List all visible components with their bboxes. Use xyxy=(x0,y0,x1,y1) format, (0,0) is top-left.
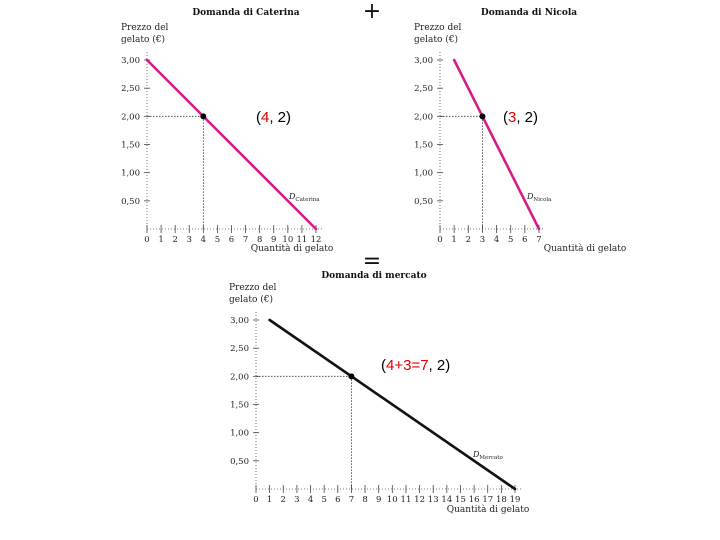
point-marker xyxy=(479,113,486,120)
x-tick-label: 2 xyxy=(172,235,177,245)
y-tick-label: 3,00 xyxy=(121,56,140,66)
y-axis-label: gelato (€) xyxy=(229,294,273,305)
y-axis-label: gelato (€) xyxy=(414,34,458,45)
chart-title: Domanda di Caterina xyxy=(192,8,299,18)
demand-curve-mercato xyxy=(268,318,517,491)
x-tick-label: 2 xyxy=(466,235,471,245)
x-tick-label: 16 xyxy=(469,495,480,505)
x-tick-label: 13 xyxy=(428,495,439,505)
x-tick-label: 1 xyxy=(267,495,272,505)
y-tick-label: 2,50 xyxy=(414,84,433,94)
point-annotation: (3, 2) xyxy=(503,109,538,126)
x-tick-label: 8 xyxy=(362,495,367,505)
x-tick-label: 10 xyxy=(282,235,293,245)
demand-curve-caterina xyxy=(145,58,318,231)
x-tick-label: 8 xyxy=(257,235,262,245)
y-tick-label: 2,50 xyxy=(230,344,249,354)
curve-label: DNicola xyxy=(526,192,552,203)
x-tick-label: 17 xyxy=(482,495,493,505)
y-tick-label: 2,00 xyxy=(121,112,140,122)
y-tick-label: 2,00 xyxy=(414,112,433,122)
x-tick-label: 11 xyxy=(297,235,308,245)
chart-title: Domanda di Nicola xyxy=(481,8,577,18)
y-axis-label: Prezzo del xyxy=(229,283,277,293)
chart-title: Domanda di mercato xyxy=(321,271,426,281)
x-tick-label: 10 xyxy=(387,495,398,505)
x-axis-label: Quantità di gelato xyxy=(544,243,627,254)
y-tick-label: 3,00 xyxy=(414,56,433,66)
x-tick-label: 3 xyxy=(294,495,299,505)
y-tick-label: 2,50 xyxy=(121,84,140,94)
x-tick-label: 14 xyxy=(441,495,452,505)
x-tick-label: 7 xyxy=(349,495,354,505)
equals-operator: = xyxy=(363,249,381,274)
x-tick-label: 9 xyxy=(271,235,276,245)
point-annotation: (4, 2) xyxy=(256,109,291,126)
x-tick-label: 19 xyxy=(510,495,521,505)
x-axis-label: Quantità di gelato xyxy=(447,504,530,515)
x-tick-label: 2 xyxy=(281,495,286,505)
point-annotation: (4+3=7, 2) xyxy=(381,357,450,374)
y-tick-label: 1,00 xyxy=(121,169,140,179)
y-tick-label: 0,50 xyxy=(121,197,140,207)
y-tick-label: 1,50 xyxy=(414,141,433,151)
y-tick-label: 1,00 xyxy=(230,429,249,439)
x-tick-label: 18 xyxy=(496,495,507,505)
y-tick-label: 2,00 xyxy=(230,372,249,382)
y-axis-label: gelato (€) xyxy=(121,34,165,45)
x-tick-label: 5 xyxy=(508,235,513,245)
point-marker xyxy=(200,113,207,120)
x-axis-label: Quantità di gelato xyxy=(251,243,334,254)
x-tick-label: 4 xyxy=(308,495,313,505)
x-tick-label: 6 xyxy=(335,495,340,505)
x-tick-label: 12 xyxy=(414,495,425,505)
x-tick-label: 3 xyxy=(480,235,485,245)
x-tick-label: 4 xyxy=(494,235,499,245)
x-tick-label: 5 xyxy=(321,495,326,505)
x-tick-label: 1 xyxy=(451,235,456,245)
y-tick-label: 0,50 xyxy=(230,457,249,467)
curve-label: DCaterina xyxy=(288,192,320,203)
point-marker xyxy=(348,373,355,380)
y-tick-label: 1,50 xyxy=(230,401,249,411)
y-tick-label: 3,00 xyxy=(230,316,249,326)
x-tick-label: 1 xyxy=(158,235,163,245)
plus-operator: + xyxy=(363,0,381,24)
x-tick-label: 0 xyxy=(437,235,442,245)
x-tick-label: 12 xyxy=(311,235,322,245)
x-tick-label: 15 xyxy=(455,495,466,505)
x-tick-label: 11 xyxy=(401,495,412,505)
x-tick-label: 9 xyxy=(376,495,381,505)
x-tick-label: 5 xyxy=(215,235,220,245)
y-axis-label: Prezzo del xyxy=(121,23,169,33)
curve-label: DMercato xyxy=(472,450,504,461)
y-tick-label: 1,00 xyxy=(414,169,433,179)
x-tick-label: 3 xyxy=(187,235,192,245)
x-tick-label: 4 xyxy=(201,235,206,245)
x-tick-label: 6 xyxy=(522,235,527,245)
x-tick-label: 7 xyxy=(243,235,248,245)
x-tick-label: 6 xyxy=(229,235,234,245)
demand-curve-nicola xyxy=(452,58,541,231)
y-tick-label: 0,50 xyxy=(414,197,433,207)
y-axis-label: Prezzo del xyxy=(414,23,462,33)
x-tick-label: 7 xyxy=(536,235,541,245)
y-tick-label: 1,50 xyxy=(121,141,140,151)
x-tick-label: 0 xyxy=(144,235,149,245)
x-tick-label: 0 xyxy=(253,495,258,505)
